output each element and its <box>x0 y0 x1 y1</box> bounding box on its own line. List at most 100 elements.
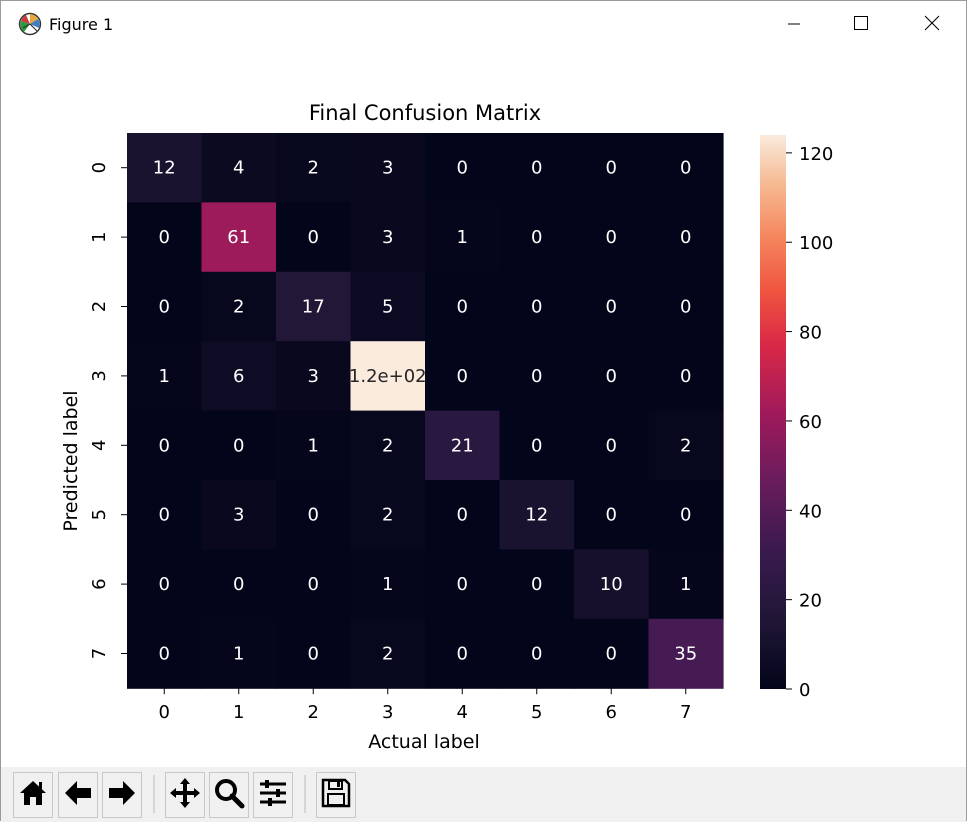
close-icon <box>924 15 940 35</box>
toolbar-separator <box>304 775 306 813</box>
cell-value-label: 0 <box>680 227 691 248</box>
heatmap-cell-0-2 <box>276 133 352 203</box>
heatmap-cell-1-7 <box>648 202 724 273</box>
cell-value-label: 0 <box>606 297 617 318</box>
title-bar[interactable]: Figure 1 <box>1 1 966 49</box>
heatmap-cell-5-4 <box>425 480 501 550</box>
cell-value-label: 0 <box>531 435 542 456</box>
figure-canvas[interactable]: Final Confusion Matrix 12 4 2 3 0 0 0 0 0 61 0 3 1 0 0… <box>1 49 966 767</box>
cell-value-label: 0 <box>531 227 542 248</box>
heatmap-cell-4-7 <box>648 410 724 481</box>
move-icon <box>169 777 201 813</box>
pan-button[interactable] <box>165 772 205 818</box>
heatmap-cell-4-4 <box>425 410 501 481</box>
heatmap-cell-6-1 <box>201 549 277 620</box>
cell-value-label: 1 <box>308 435 319 456</box>
heatmap-cell-2-4 <box>425 271 501 342</box>
home-button[interactable] <box>13 772 53 818</box>
configure-subplots-button[interactable] <box>253 772 293 818</box>
cell-value-label: 0 <box>159 574 170 595</box>
heatmap-cell-2-6 <box>574 271 650 342</box>
minimize-button[interactable] <box>771 1 817 49</box>
back-button[interactable] <box>58 772 98 818</box>
cell-value-label: 0 <box>531 297 542 318</box>
cell-value-label: 0 <box>531 366 542 387</box>
colorbar-tick-label: 80 <box>799 323 822 344</box>
cell-value-label: 17 <box>302 297 325 318</box>
heatmap-cell-4-6 <box>574 410 650 481</box>
heatmap-cell-1-3 <box>350 202 426 273</box>
cell-value-label: 61 <box>227 227 250 248</box>
heatmap-cell-6-6 <box>574 549 650 620</box>
x-tick-label: 7 <box>680 702 691 723</box>
heatmap-cell-4-5 <box>499 410 575 481</box>
cell-value-label: 0 <box>233 574 244 595</box>
window-title: Figure 1 <box>49 15 114 34</box>
y-tick-label: 0 <box>89 162 110 173</box>
magnifier-icon <box>213 777 245 813</box>
cell-value-label: 2 <box>308 158 319 179</box>
cell-value-label: 0 <box>680 366 691 387</box>
maximize-button[interactable] <box>838 1 884 49</box>
heatmap-cell-4-0 <box>127 410 203 481</box>
heatmap-cell-7-4 <box>425 618 501 689</box>
forward-button[interactable] <box>102 772 142 818</box>
navigation-toolbar <box>1 767 966 822</box>
colorbar-tick-label: 100 <box>799 233 833 254</box>
cell-value-label: 0 <box>606 227 617 248</box>
cell-value-label: 0 <box>457 574 468 595</box>
heatmap-cell-2-1 <box>201 271 277 342</box>
cell-value-label: 2 <box>382 435 393 456</box>
cell-value-label: 0 <box>457 505 468 526</box>
cell-value-label: 2 <box>382 644 393 665</box>
cell-value-label: 0 <box>308 227 319 248</box>
heatmap-cell-1-5 <box>499 202 575 273</box>
heatmap-cell-6-7 <box>648 549 724 620</box>
heatmap-cell-0-7 <box>648 133 724 203</box>
y-tick-label: 5 <box>89 509 110 520</box>
x-tick-label: 5 <box>531 702 542 723</box>
heatmap-cell-7-7 <box>648 618 724 689</box>
x-tick-label: 3 <box>382 702 393 723</box>
heatmap-cell-1-2 <box>276 202 352 273</box>
cell-value-label: 0 <box>606 366 617 387</box>
close-button[interactable] <box>909 1 955 49</box>
save-button[interactable] <box>316 772 356 818</box>
maximize-icon <box>853 15 869 35</box>
x-tick-label: 1 <box>233 702 244 723</box>
heatmap-cell-5-7 <box>648 480 724 550</box>
cell-value-label: 12 <box>525 505 548 526</box>
y-tick-label: 3 <box>89 370 110 381</box>
heatmap-cell-0-0 <box>127 133 203 203</box>
cell-value-label: 1 <box>382 574 393 595</box>
cell-value-label: 0 <box>531 158 542 179</box>
y-tick-label: 6 <box>89 578 110 589</box>
home-icon <box>17 777 49 813</box>
cell-value-label: 6 <box>233 366 244 387</box>
cell-value-label: 1 <box>233 644 244 665</box>
cell-value-label: 0 <box>680 297 691 318</box>
cell-value-label: 0 <box>606 158 617 179</box>
x-tick-label: 2 <box>308 702 319 723</box>
heatmap-cell-3-0 <box>127 341 203 412</box>
cell-value-label: 0 <box>457 644 468 665</box>
cell-value-label: 12 <box>153 158 176 179</box>
heatmap-cell-6-0 <box>127 549 203 620</box>
cell-value-label: 0 <box>606 644 617 665</box>
y-axis-label: Predicted label <box>60 390 82 531</box>
zoom-button[interactable] <box>209 772 249 818</box>
heatmap-cell-5-1 <box>201 480 277 550</box>
heatmap-cell-0-3 <box>350 133 426 203</box>
cell-value-label: 0 <box>159 227 170 248</box>
cell-value-label: 3 <box>382 158 393 179</box>
cell-value-label: 3 <box>308 366 319 387</box>
heatmap-cell-2-5 <box>499 271 575 342</box>
y-tick-label: 4 <box>89 440 110 451</box>
cell-value-label: 0 <box>531 644 542 665</box>
heatmap-cell-0-6 <box>574 133 650 203</box>
x-tick-label: 0 <box>159 702 170 723</box>
cell-value-label: 5 <box>382 297 393 318</box>
cell-value-label: 3 <box>233 505 244 526</box>
colorbar-tick-label: 60 <box>799 412 822 433</box>
